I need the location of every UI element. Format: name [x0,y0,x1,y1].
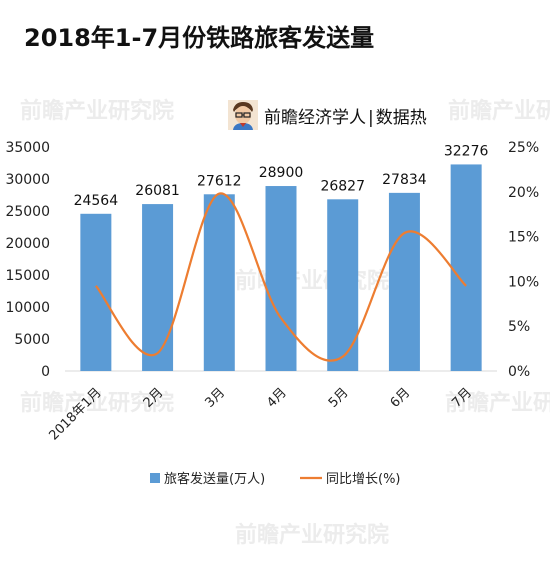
watermark-text: 前瞻产业研究院 [445,390,550,416]
bar-series [80,164,482,371]
data-label-4: 28900 [259,165,304,181]
byline-text: 前瞻经济学人 | 数据热 [264,103,427,128]
bar-data-labels: 24564 26081 27612 28900 26827 27834 32276 [74,143,489,208]
growth-line [95,192,467,362]
y-right-tick: 25% [508,140,539,156]
byline-tag: 数据热 [375,107,427,128]
data-label-1: 24564 [74,193,119,209]
watermark-text: 前瞻产业研究院 [20,390,174,416]
x-tick-label: 4月 [264,385,290,411]
watermark-text: 前瞻产业研究院 [235,268,389,294]
author-avatar-icon [228,100,258,130]
bar-2 [142,204,174,371]
data-label-5: 26827 [320,178,365,194]
y-left-tick: 0 [41,364,50,380]
growth-line-series [95,192,467,362]
byline: 前瞻经济学人 | 数据热 [228,100,427,130]
y-left-tick: 30000 [5,172,50,188]
legend-bar-swatch [150,473,160,483]
legend: 旅客发送量(万人) 同比增长(%) [150,471,401,487]
byline-name: 前瞻经济学人 [264,107,366,128]
legend-line-label: 同比增长(%) [326,472,401,487]
y-left-tick: 5000 [14,332,50,348]
y-left-tick: 10000 [5,300,50,316]
y-left-tick: 35000 [5,140,50,156]
bar-1 [80,213,112,371]
x-tick-label: 6月 [388,385,414,411]
data-label-2: 26081 [135,183,180,199]
watermark-text: 前瞻产业研究院 [20,98,174,124]
x-tick-label: 5月 [326,385,352,411]
watermark-layer: 前瞻产业研究院前瞻产业研究院前瞻产业研究院前瞻产业研究院前瞻产业研究院前瞻产业研… [20,98,550,548]
bar-5 [327,199,359,371]
y-left-tick: 15000 [5,268,50,284]
bar-7 [450,164,482,371]
y-left-tick: 20000 [5,236,50,252]
byline-separator: | [368,107,374,128]
chart-title: 2018年1-7月份铁路旅客发送量 [24,24,375,52]
data-label-7: 32276 [444,143,489,159]
right-y-axis-ticks: 0% 5% 10% 15% 20% 25% [508,140,539,380]
y-right-tick: 20% [508,185,539,201]
legend-bar-label: 旅客发送量(万人) [164,471,265,487]
y-right-tick: 15% [508,230,539,246]
y-right-tick: 10% [508,274,539,290]
left-y-axis-ticks: 0 5000 10000 15000 20000 25000 30000 35000 [5,140,50,380]
watermark-text: 前瞻产业研究院 [448,98,550,124]
y-right-tick: 0% [508,364,530,380]
data-label-6: 27834 [382,172,427,188]
watermark-text: 前瞻产业研究院 [235,522,389,548]
x-tick-label: 3月 [202,385,228,411]
data-label-3: 27612 [197,173,242,189]
bar-4 [265,186,297,371]
y-right-tick: 5% [508,319,530,335]
bar-3 [203,194,235,371]
y-left-tick: 25000 [5,204,50,220]
bar-6 [388,192,420,371]
